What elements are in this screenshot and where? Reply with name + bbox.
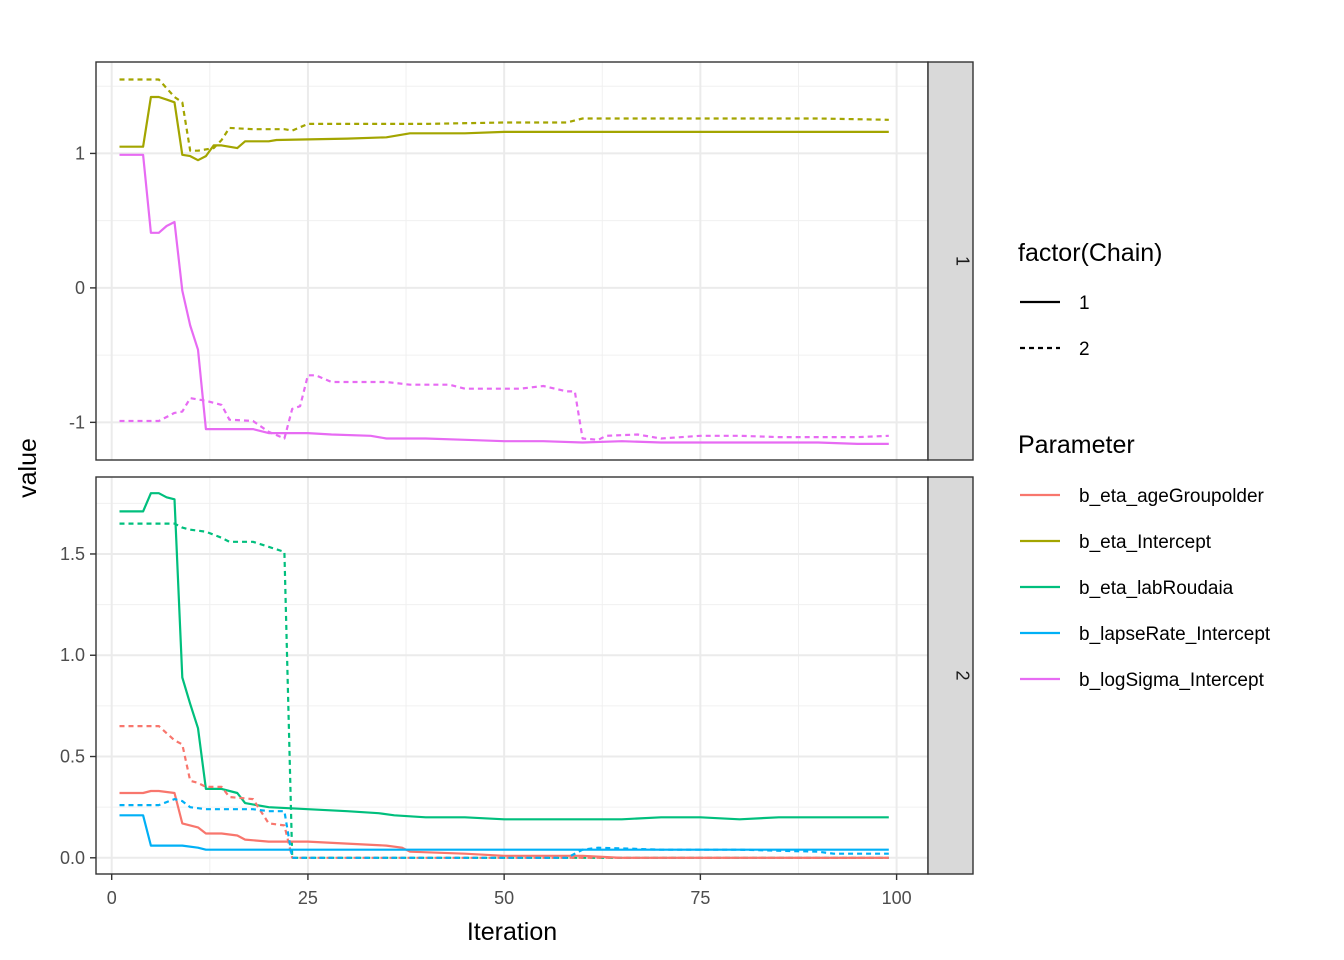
facet-strip	[927, 61, 974, 461]
y-tick-label: 0.0	[60, 848, 85, 868]
legend-label-b_eta_ageGroupolder: b_eta_ageGroupolder	[1079, 486, 1265, 507]
x-tick-label: 100	[882, 888, 912, 908]
facet-strip-label: 2	[953, 670, 973, 680]
x-tick-label: 0	[107, 888, 117, 908]
legend-title-chain: factor(Chain)	[1018, 239, 1163, 267]
panel-1: 1 1 0 -1	[69, 61, 974, 461]
y-tick-label: 1	[75, 143, 85, 163]
panels-layer: 1 1 0 -1 2 1.5 1.0 0.5 0.0 0 25 50 75 100	[60, 61, 974, 908]
y-tick-label: 1.5	[60, 544, 85, 564]
panel-2: 2 1.5 1.0 0.5 0.0 0 25 50 75 100	[60, 476, 974, 908]
legend-label-b_logSigma_Intercept: b_logSigma_Intercept	[1079, 670, 1265, 691]
legend-label-b_eta_Intercept: b_eta_Intercept	[1079, 532, 1212, 553]
legend-label-chain-2: 2	[1079, 339, 1090, 360]
series-b_lapseRate_Intercept-chain-2	[119, 798, 889, 859]
series-b_eta_labRoudaia-chain-1	[119, 492, 889, 821]
x-tick-label: 50	[494, 888, 514, 908]
x-tick-label: 25	[298, 888, 318, 908]
legend-label-b_lapseRate_Intercept: b_lapseRate_Intercept	[1079, 624, 1271, 645]
series-b_eta_Intercept-chain-1	[119, 95, 889, 162]
x-tick-label: 75	[690, 888, 710, 908]
x-axis-title: Iteration	[467, 918, 557, 946]
series-b_logSigma_Intercept-chain-2	[119, 374, 889, 441]
y-axis-title: value	[14, 438, 42, 498]
legend-title-parameter: Parameter	[1018, 431, 1135, 459]
facet-strip	[927, 476, 974, 875]
legend-label-b_eta_labRoudaia: b_eta_labRoudaia	[1079, 578, 1234, 599]
y-tick-label: 0.5	[60, 747, 85, 767]
y-tick-label: 1.0	[60, 645, 85, 665]
y-tick-label: 0	[75, 278, 85, 298]
series-b_eta_ageGroupolder-chain-2	[119, 725, 889, 859]
series-b_logSigma_Intercept-chain-1	[119, 153, 889, 445]
panel-background	[96, 477, 928, 874]
legend-layer: factor(Chain) 1 2 Parameter b_eta_ageGroupol…	[1018, 239, 1271, 691]
facet-strip-label: 1	[953, 256, 973, 266]
legend-label-chain-1: 1	[1079, 293, 1090, 314]
series-b_eta_Intercept-chain-2	[119, 78, 889, 152]
y-tick-label: -1	[69, 412, 85, 432]
series-b_lapseRate_Intercept-chain-1	[119, 814, 889, 851]
